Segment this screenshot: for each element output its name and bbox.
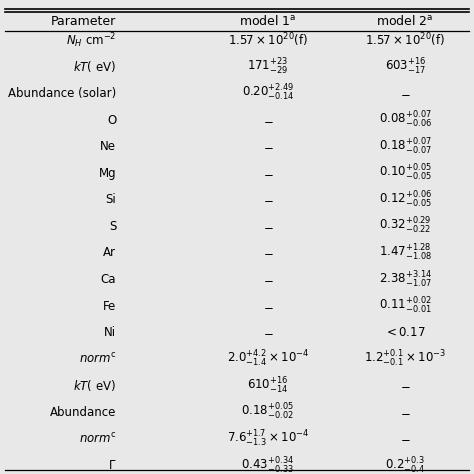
Text: Abundance (solar): Abundance (solar) — [8, 87, 116, 100]
Text: Fe: Fe — [103, 300, 116, 312]
Text: S: S — [109, 220, 116, 233]
Text: $norm$$^{\mathrm{c}}$: $norm$$^{\mathrm{c}}$ — [79, 432, 116, 446]
Text: Abundance: Abundance — [50, 406, 116, 419]
Text: $kT$( eV): $kT$( eV) — [73, 59, 116, 74]
Text: $-$: $-$ — [263, 300, 273, 312]
Text: $-$: $-$ — [263, 113, 273, 127]
Text: Mg: Mg — [99, 167, 116, 180]
Text: $0.18^{+0.07}_{-0.07}$: $0.18^{+0.07}_{-0.07}$ — [379, 137, 432, 156]
Text: Ne: Ne — [100, 140, 116, 153]
Text: $-$: $-$ — [400, 87, 410, 100]
Text: $603^{+16}_{-17}$: $603^{+16}_{-17}$ — [384, 57, 426, 77]
Text: O: O — [107, 113, 116, 127]
Text: $0.10^{+0.05}_{-0.05}$: $0.10^{+0.05}_{-0.05}$ — [379, 163, 432, 183]
Text: $N_{H}$ cm$^{-2}$: $N_{H}$ cm$^{-2}$ — [66, 31, 116, 50]
Text: $-$: $-$ — [263, 167, 273, 180]
Text: $7.6^{+1.7}_{-1.3} \times 10^{-4}$: $7.6^{+1.7}_{-1.3} \times 10^{-4}$ — [227, 429, 309, 449]
Text: $0.32^{+0.29}_{-0.22}$: $0.32^{+0.29}_{-0.22}$ — [379, 216, 431, 237]
Text: $610^{+16}_{-14}$: $610^{+16}_{-14}$ — [247, 376, 289, 396]
Text: $0.12^{+0.06}_{-0.05}$: $0.12^{+0.06}_{-0.05}$ — [379, 190, 432, 210]
Text: $1.2^{+0.1}_{-0.1} \times 10^{-3}$: $1.2^{+0.1}_{-0.1} \times 10^{-3}$ — [364, 349, 447, 369]
Text: $0.08^{+0.07}_{-0.06}$: $0.08^{+0.07}_{-0.06}$ — [379, 110, 432, 130]
Text: $171^{+23}_{-29}$: $171^{+23}_{-29}$ — [247, 57, 288, 77]
Text: $0.20^{+2.49}_{-0.14}$: $0.20^{+2.49}_{-0.14}$ — [242, 83, 294, 103]
Text: $0.11^{+0.02}_{-0.01}$: $0.11^{+0.02}_{-0.01}$ — [379, 296, 432, 316]
Text: $1.57 \times 10^{20}$(f): $1.57 \times 10^{20}$(f) — [365, 31, 445, 49]
Text: $0.18^{+0.05}_{-0.02}$: $0.18^{+0.05}_{-0.02}$ — [241, 402, 294, 422]
Text: Ar: Ar — [103, 246, 116, 259]
Text: $-$: $-$ — [263, 273, 273, 286]
Text: $-$: $-$ — [263, 326, 273, 339]
Text: Si: Si — [105, 193, 116, 206]
Text: Ca: Ca — [100, 273, 116, 286]
Text: Ni: Ni — [104, 326, 116, 339]
Text: model 1$^{\mathrm{a}}$: model 1$^{\mathrm{a}}$ — [239, 14, 297, 28]
Text: Parameter: Parameter — [51, 15, 116, 28]
Text: $< 0.17$: $< 0.17$ — [384, 326, 426, 339]
Text: $norm$$^{\mathrm{c}}$: $norm$$^{\mathrm{c}}$ — [79, 352, 116, 366]
Text: $-$: $-$ — [263, 193, 273, 206]
Text: $1.57 \times 10^{20}$(f): $1.57 \times 10^{20}$(f) — [228, 31, 308, 49]
Text: $-$: $-$ — [263, 140, 273, 153]
Text: $-$: $-$ — [400, 379, 410, 392]
Text: $1.47^{+1.28}_{-1.08}$: $1.47^{+1.28}_{-1.08}$ — [379, 243, 432, 263]
Text: $0.43^{+0.34}_{-0.33}$: $0.43^{+0.34}_{-0.33}$ — [241, 456, 294, 474]
Text: $-$: $-$ — [263, 220, 273, 233]
Text: $-$: $-$ — [263, 246, 273, 259]
Text: $kT$( eV): $kT$( eV) — [73, 378, 116, 393]
Text: $2.0^{+4.2}_{-1.4} \times 10^{-4}$: $2.0^{+4.2}_{-1.4} \times 10^{-4}$ — [227, 349, 309, 369]
Text: model 2$^{\mathrm{a}}$: model 2$^{\mathrm{a}}$ — [376, 14, 434, 28]
Text: $-$: $-$ — [400, 406, 410, 419]
Text: $0.2^{+0.3}_{-0.4}$: $0.2^{+0.3}_{-0.4}$ — [385, 456, 426, 474]
Text: $2.38^{+3.14}_{-1.07}$: $2.38^{+3.14}_{-1.07}$ — [379, 269, 432, 290]
Text: $\Gamma$: $\Gamma$ — [108, 459, 116, 472]
Text: $-$: $-$ — [400, 432, 410, 446]
